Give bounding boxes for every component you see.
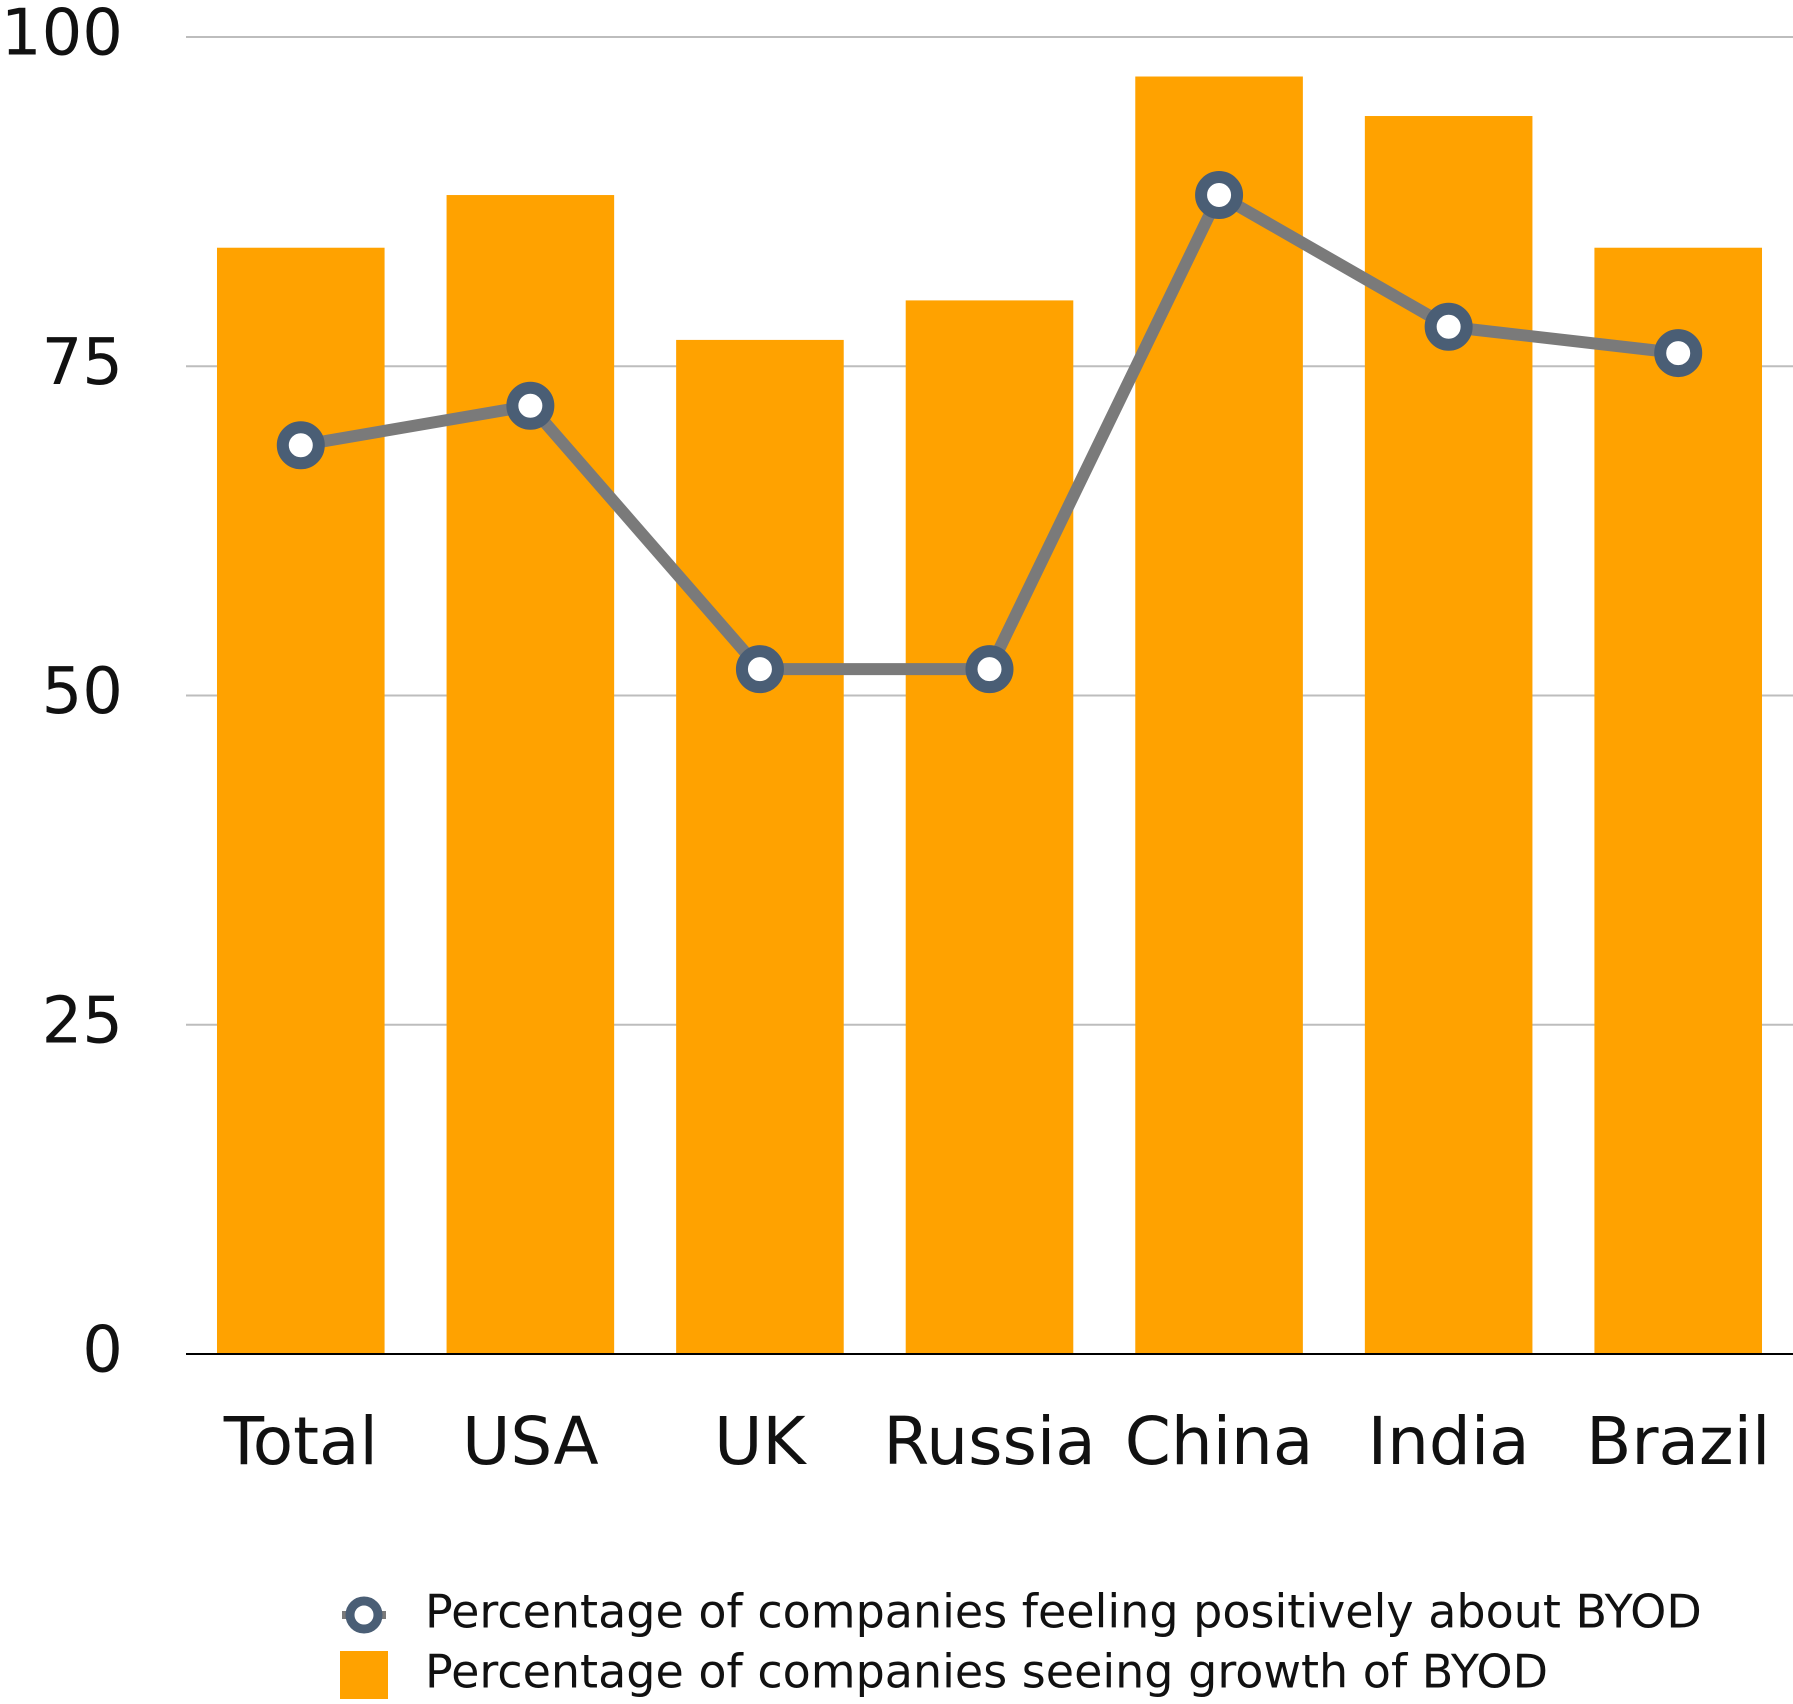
bar	[216, 247, 385, 1355]
marker	[506, 381, 555, 430]
x-tick-label: Russia	[883, 1403, 1095, 1480]
y-tick-label: 25	[42, 984, 123, 1058]
marker	[1654, 329, 1703, 378]
x-tick-label: Total	[223, 1403, 378, 1480]
marker	[276, 421, 325, 470]
marker	[735, 645, 784, 694]
x-tick-label: UK	[714, 1403, 807, 1480]
bar	[1594, 247, 1763, 1355]
x-tick-label: Brazil	[1586, 1403, 1770, 1480]
bar	[446, 195, 615, 1354]
marker	[965, 645, 1014, 694]
y-tick-label: 0	[82, 1314, 123, 1388]
x-tick-label: China	[1125, 1403, 1314, 1480]
bar	[905, 300, 1074, 1354]
legend-marker	[345, 1596, 383, 1634]
x-tick-label: India	[1368, 1403, 1530, 1480]
y-tick-label: 75	[42, 326, 123, 400]
marker	[1195, 171, 1244, 220]
legend-label: Percentage of companies seeing growth of…	[425, 1645, 1548, 1699]
legend-label: Percentage of companies feeling positive…	[425, 1585, 1702, 1639]
x-tick-label: USA	[462, 1403, 599, 1480]
y-tick-label: 50	[42, 655, 123, 729]
bar	[676, 339, 844, 1354]
legend-swatch	[340, 1651, 388, 1699]
y-tick-label: 100	[1, 0, 123, 71]
marker	[1424, 302, 1473, 351]
bar	[1364, 116, 1533, 1354]
bar	[1135, 76, 1303, 1354]
